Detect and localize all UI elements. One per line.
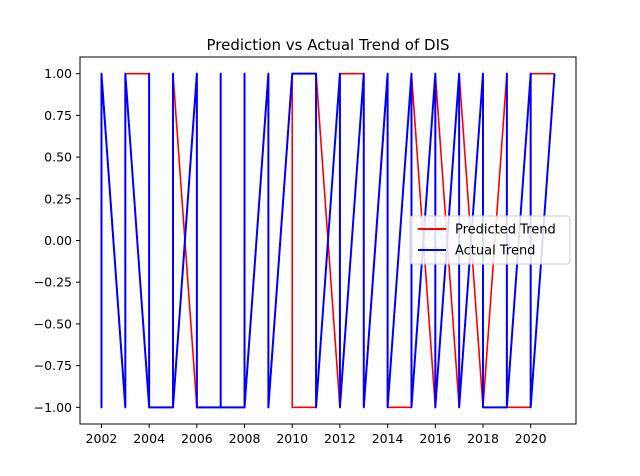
legend: Predicted Trend Actual Trend — [409, 215, 571, 265]
y-tick-label: −0.50 — [34, 316, 72, 331]
x-tick-label: 2020 — [515, 431, 547, 446]
y-tick-label: 0.00 — [44, 233, 72, 248]
x-tick-label: 2002 — [86, 431, 118, 446]
x-axis: 2002 2004 2006 2008 2010 2012 2014 2016 2018 2020 — [86, 424, 547, 446]
y-tick-label: 0.50 — [44, 150, 72, 165]
x-tick-label: 2008 — [229, 431, 261, 446]
chart-title: Prediction vs Actual Trend of DIS — [206, 36, 449, 54]
x-tick-label: 2004 — [133, 431, 165, 446]
x-tick-label: 2018 — [467, 431, 499, 446]
y-tick-label: −0.75 — [34, 358, 72, 373]
x-tick-label: 2014 — [372, 431, 404, 446]
y-tick-label: 0.75 — [44, 108, 72, 123]
y-tick-label: −1.00 — [34, 400, 72, 415]
y-tick-label: 0.25 — [44, 191, 72, 206]
legend-label-predicted-trend: Predicted Trend — [455, 223, 556, 238]
plot-frame — [79, 56, 577, 425]
legend-box — [409, 215, 571, 265]
y-tick-label: −0.25 — [34, 275, 72, 290]
y-axis: 1.00 0.75 0.50 0.25 0.00 −0.25 −0.50 −0.75 −1.00 — [34, 66, 80, 415]
legend-label-actual-trend: Actual Trend — [455, 244, 535, 259]
x-tick-label: 2016 — [419, 431, 451, 446]
x-tick-label: 2012 — [324, 431, 356, 446]
y-tick-label: 1.00 — [44, 66, 72, 81]
x-tick-label: 2006 — [181, 431, 213, 446]
x-tick-label: 2010 — [276, 431, 308, 446]
